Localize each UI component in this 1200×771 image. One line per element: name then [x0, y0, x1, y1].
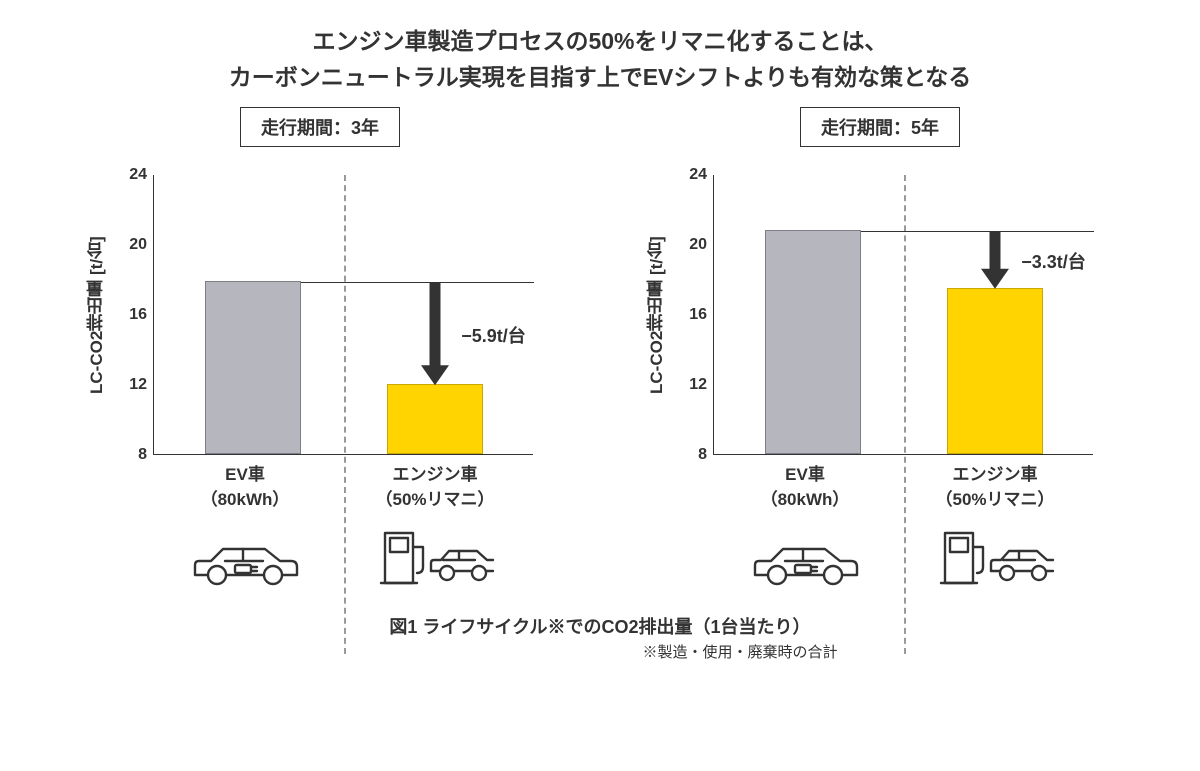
xlabel-engine: エンジン車 （50%リマニ）: [340, 463, 530, 512]
y-axis-label: LC-CO2排出量 [t/台]: [80, 175, 113, 455]
xlabel-ev: EV車 （80kWh）: [150, 463, 340, 512]
y-axis-label: LC-CO2排出量 [t/台]: [640, 175, 673, 455]
ytick: 20: [673, 236, 707, 254]
title-line1: エンジン車製造プロセスの50%をリマニ化することは、: [312, 28, 887, 54]
panel-divider: [344, 175, 346, 654]
x-icons: [150, 527, 530, 591]
plot-5yr: 24 20 16 12 8 −3.3t/台: [673, 175, 1093, 455]
bar-engine-5yr: [947, 288, 1043, 454]
period-label-3yr: 走行期間：3年: [240, 107, 400, 147]
ytick: 24: [113, 166, 147, 184]
gas-station-icon: [900, 527, 1090, 591]
panel-3yr: 走行期間：3年 LC-CO2排出量 [t/台] 24 20 16 12 8 −5…: [80, 107, 560, 590]
chart-5yr: LC-CO2排出量 [t/台] 24 20 16 12 8 −3.3t/台: [640, 175, 1120, 455]
chart-3yr: LC-CO2排出量 [t/台] 24 20 16 12 8 −5.9t/台: [80, 175, 560, 455]
diff-label-3yr: −5.9t/台: [461, 322, 526, 348]
bar-ev-5yr: [765, 230, 861, 454]
gas-station-icon: [340, 527, 530, 591]
figure-caption: 図1 ライフサイクル※でのCO2排出量（1台当たり）: [0, 613, 1200, 639]
ytick: 16: [673, 306, 707, 324]
xlabel-ev: EV車 （80kWh）: [710, 463, 900, 512]
ytick: 20: [113, 236, 147, 254]
panel-5yr: 走行期間：5年 LC-CO2排出量 [t/台] 24 20 16 12 8 −3…: [640, 107, 1120, 590]
x-labels: EV車 （80kWh） エンジン車 （50%リマニ）: [150, 463, 530, 512]
bar-ev-3yr: [205, 281, 301, 454]
ytick: 24: [673, 166, 707, 184]
plot-3yr: 24 20 16 12 8 −5.9t/台: [113, 175, 533, 455]
bar-engine-3yr: [387, 384, 483, 454]
plot-area: −3.3t/台: [713, 175, 1093, 455]
down-arrow-icon: [415, 280, 455, 387]
ev-car-icon: [150, 527, 340, 591]
ytick: 12: [113, 376, 147, 394]
panels-row: 走行期間：3年 LC-CO2排出量 [t/台] 24 20 16 12 8 −5…: [0, 107, 1200, 590]
period-label-5yr: 走行期間：5年: [800, 107, 960, 147]
ytick: 16: [113, 306, 147, 324]
panel-divider: [904, 175, 906, 654]
down-arrow-icon: [975, 229, 1015, 291]
title-line2: カーボンニュートラル実現を目指す上でEVシフトよりも有効な策となる: [229, 64, 972, 90]
figure-footnote: ※製造・使用・廃棄時の合計: [280, 641, 1200, 662]
plot-area: −5.9t/台: [153, 175, 533, 455]
x-icons: [710, 527, 1090, 591]
xlabel-engine: エンジン車 （50%リマニ）: [900, 463, 1090, 512]
ytick: 8: [673, 446, 707, 464]
ytick: 8: [113, 446, 147, 464]
chart-title: エンジン車製造プロセスの50%をリマニ化することは、 カーボンニュートラル実現を…: [0, 0, 1200, 95]
x-labels: EV車 （80kWh） エンジン車 （50%リマニ）: [710, 463, 1090, 512]
diff-label-5yr: −3.3t/台: [1021, 248, 1086, 274]
ytick: 12: [673, 376, 707, 394]
ev-car-icon: [710, 527, 900, 591]
